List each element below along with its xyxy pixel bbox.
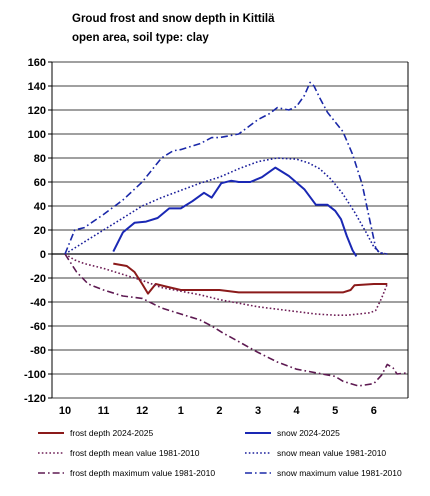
x-tick-label-11: 11 <box>98 405 110 417</box>
y-tick-label: 160 <box>28 57 46 69</box>
legend-label: frost depth mean value 1981-2010 <box>70 448 200 458</box>
legend-label: snow mean value 1981-2010 <box>277 448 386 458</box>
gridlines <box>52 61 408 399</box>
y-tick-label: 80 <box>34 153 46 165</box>
x-tick-label-2: 2 <box>216 405 222 417</box>
y-tick-label: -100 <box>24 369 46 381</box>
x-tick-label-12: 12 <box>136 405 148 417</box>
y-tick-label: -80 <box>30 345 46 357</box>
chart-title-line-2: open area, soil type: clay <box>72 32 209 44</box>
legend-label: snow maximum value 1981-2010 <box>277 468 402 478</box>
series-line-4 <box>64 157 388 255</box>
x-tick-label-5: 5 <box>332 405 338 417</box>
series-line-2 <box>112 166 358 257</box>
legend-item-2: snow 2024-2025 <box>245 428 340 438</box>
x-tick-label-3: 3 <box>255 405 261 417</box>
legend-label: frost depth 2024-2025 <box>70 428 153 438</box>
y-tick-label: 40 <box>34 201 46 213</box>
y-tick-label: 100 <box>28 129 46 141</box>
legend-item-6: snow maximum value 1981-2010 <box>245 468 402 478</box>
x-tick-label-4: 4 <box>294 405 301 417</box>
series-line-6 <box>64 81 388 255</box>
y-tick-label: 140 <box>28 81 46 93</box>
x-axis-ticks: 10 11 12 1 2 3 4 5 6 <box>59 405 377 417</box>
y-tick-label: 20 <box>34 225 46 237</box>
legend-item-4: snow mean value 1981-2010 <box>245 448 386 458</box>
y-tick-label: -40 <box>30 297 46 309</box>
legend-label: snow 2024-2025 <box>277 428 340 438</box>
y-tick-label: 60 <box>34 177 46 189</box>
series-line-5 <box>64 253 409 387</box>
legend-item-1: frost depth 2024-2025 <box>38 428 153 438</box>
y-tick-label: -120 <box>24 393 46 405</box>
legend-label: frost depth maximum value 1981-2010 <box>70 468 215 478</box>
series-line-1 <box>113 262 388 295</box>
chart-title-line-1: Groud frost and snow depth in Kittilä <box>72 13 275 25</box>
legend: frost depth 2024-2025 snow 2024-2025 frost… <box>38 428 402 478</box>
legend-item-3: frost depth mean value 1981-2010 <box>38 448 200 458</box>
y-tick-label: 120 <box>28 105 46 117</box>
y-axis-ticks: 160 140 120 100 80 60 40 20 0 -20 -40 -60 -80 -100 -12… <box>24 57 52 405</box>
y-tick-label: -20 <box>30 273 46 285</box>
x-tick-label-10: 10 <box>59 405 71 417</box>
x-tick-label-1: 1 <box>178 405 184 417</box>
y-tick-label: -60 <box>30 321 46 333</box>
series-line-3 <box>64 253 389 316</box>
x-tick-label-6: 6 <box>371 405 377 417</box>
series-lines <box>64 81 409 387</box>
legend-item-5: frost depth maximum value 1981-2010 <box>38 468 215 478</box>
y-tick-label: 0 <box>40 249 46 261</box>
